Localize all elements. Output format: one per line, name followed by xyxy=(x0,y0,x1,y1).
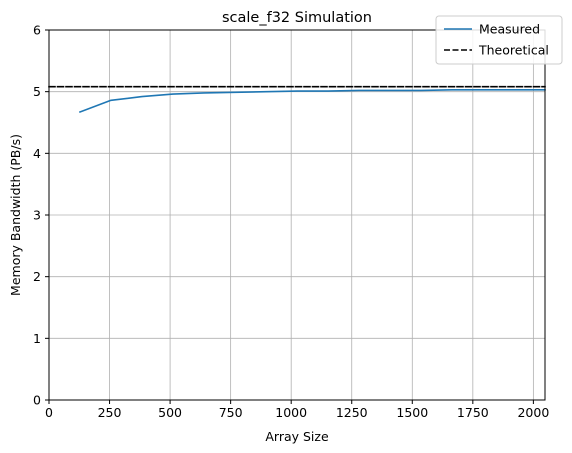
legend-label: Measured xyxy=(479,22,540,37)
y-axis-ticks: 0 1 2 3 4 5 6 xyxy=(33,23,49,408)
x-tick-label: 250 xyxy=(98,405,122,420)
y-axis-label: Memory Bandwidth (PB/s) xyxy=(8,134,23,296)
plot-frame xyxy=(48,29,546,401)
x-tick-label: 500 xyxy=(158,405,182,420)
y-tick-label: 4 xyxy=(33,146,41,161)
x-tick-label: 750 xyxy=(219,405,243,420)
x-tick-label: 2000 xyxy=(517,405,549,420)
x-tick-label: 0 xyxy=(45,405,53,420)
y-tick-label: 1 xyxy=(33,331,41,346)
grid-lines xyxy=(48,29,545,401)
y-tick-label: 2 xyxy=(33,269,41,284)
x-tick-label: 1500 xyxy=(396,405,428,420)
legend-label: Theoretical xyxy=(478,43,549,58)
x-tick-label: 1750 xyxy=(457,405,489,420)
legend: Measured Theoretical xyxy=(435,15,563,65)
plot-series xyxy=(48,85,546,114)
x-tick-label: 1000 xyxy=(275,405,307,420)
x-axis-ticks: 0 250 500 750 1000 1250 1500 1750 2000 xyxy=(45,400,549,420)
x-axis-label: Array Size xyxy=(265,429,329,444)
y-tick-label: 5 xyxy=(33,84,41,99)
legend-box xyxy=(435,15,563,65)
series-line-measured xyxy=(78,89,546,114)
x-tick-label: 1250 xyxy=(336,405,368,420)
y-tick-label: 3 xyxy=(33,208,41,223)
chart-title: scale_f32 Simulation xyxy=(222,10,372,26)
y-tick-label: 0 xyxy=(33,393,41,408)
y-tick-label: 6 xyxy=(33,23,41,38)
